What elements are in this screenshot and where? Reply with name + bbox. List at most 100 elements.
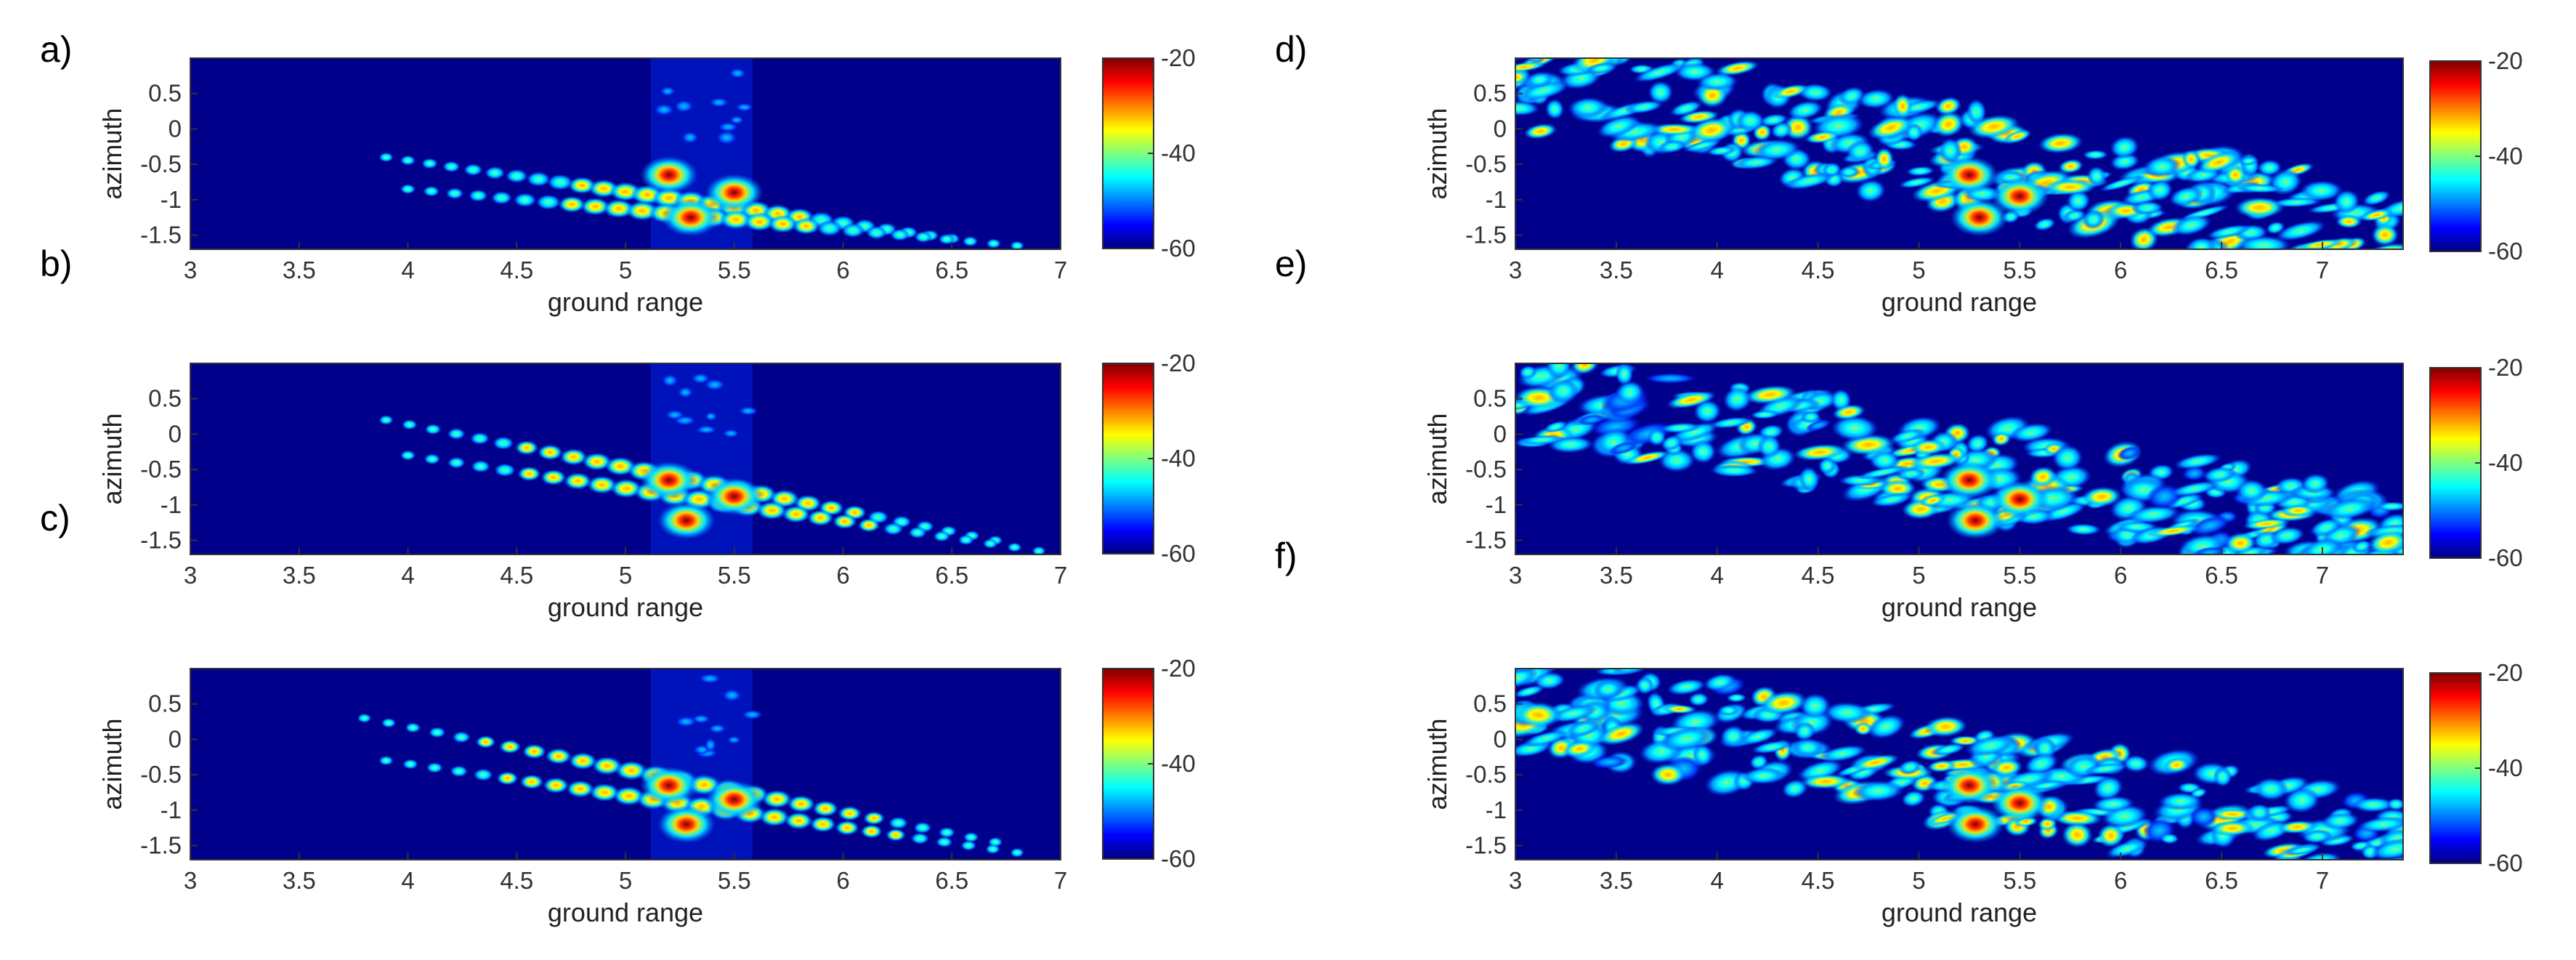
speckle xyxy=(1715,60,1759,76)
speckle xyxy=(1770,121,1793,139)
speckle xyxy=(1659,422,1701,433)
speckle xyxy=(2354,268,2376,281)
speckle xyxy=(1549,704,1598,723)
ripple xyxy=(698,674,721,684)
speckle xyxy=(1726,693,1747,703)
speckle xyxy=(1534,671,1566,690)
panel-label: d) xyxy=(1275,29,1307,70)
speckle xyxy=(1523,123,1558,140)
sidelobe xyxy=(863,811,885,826)
speckle xyxy=(1722,386,1752,412)
speckle xyxy=(1545,98,1565,120)
y-axis-label: azimuth xyxy=(97,108,127,199)
speckle xyxy=(2043,179,2097,195)
speckle xyxy=(2235,479,2268,503)
sidelobe xyxy=(429,727,446,738)
x-tick-label: 6.5 xyxy=(2205,562,2238,589)
y-tick-label: 0.5 xyxy=(1473,385,1507,412)
speckle xyxy=(1749,754,1769,770)
speckle xyxy=(1568,97,1609,118)
speckle xyxy=(2029,466,2057,488)
panel-label: c) xyxy=(40,498,70,539)
sidelobe xyxy=(768,214,798,233)
speckle xyxy=(2062,821,2093,848)
speckle xyxy=(1892,93,1913,119)
speckle xyxy=(2333,189,2360,214)
speckle xyxy=(1927,759,1957,773)
sidelobe xyxy=(865,225,888,240)
speckle xyxy=(1757,435,1781,459)
speckle xyxy=(1517,80,1570,102)
speckle xyxy=(2146,525,2200,538)
sidelobe xyxy=(378,755,394,766)
ripple xyxy=(705,411,718,421)
speckle xyxy=(1759,690,1808,715)
sidelobe xyxy=(933,531,951,542)
speckle xyxy=(1683,139,1722,153)
sidelobe xyxy=(858,518,880,533)
colorbar xyxy=(1102,668,1154,860)
sidelobe xyxy=(426,762,443,773)
sidelobe xyxy=(785,812,813,830)
speckle xyxy=(2247,803,2272,822)
colorbar-tick-label: -60 xyxy=(1161,540,1196,567)
speckle xyxy=(2235,197,2285,219)
speckle xyxy=(2122,754,2150,773)
y-tick-label: -1 xyxy=(1486,491,1507,518)
sidelobe xyxy=(960,840,977,851)
sidelobe xyxy=(424,424,442,435)
sidelobe xyxy=(908,526,927,539)
sidelobe xyxy=(493,436,514,450)
speckle xyxy=(2281,870,2320,898)
speckle xyxy=(1615,380,1645,405)
ripple xyxy=(673,100,694,113)
sidelobe xyxy=(496,771,519,786)
x-tick-label: 4.5 xyxy=(500,257,533,283)
speckle xyxy=(2168,186,2204,207)
speckle xyxy=(2352,539,2372,554)
y-tick-label: 0 xyxy=(1494,420,1507,447)
sidelobe xyxy=(505,169,528,183)
x-tick-label: 4.5 xyxy=(1802,257,1835,283)
sidelobe xyxy=(519,774,544,789)
sidelobe xyxy=(817,220,843,236)
sidelobe xyxy=(914,231,933,243)
speckle xyxy=(2363,243,2403,249)
speckle xyxy=(2269,526,2305,545)
y-tick-label: 0.5 xyxy=(1473,80,1507,107)
y-tick-label: -1.5 xyxy=(1465,222,1507,249)
colorbar-tick-label: -20 xyxy=(2488,354,2523,381)
sidelobe xyxy=(470,432,490,445)
sidelobe xyxy=(582,452,612,471)
y-tick-label: -1 xyxy=(161,491,182,518)
x-tick-label: 4 xyxy=(1711,562,1724,589)
sidelobe xyxy=(522,743,546,759)
speckle xyxy=(1851,754,1900,771)
speckle xyxy=(2110,136,2139,159)
sidelobe xyxy=(587,475,617,494)
speckle xyxy=(1547,379,1580,404)
speckle xyxy=(2281,557,2310,587)
peak xyxy=(668,812,704,837)
sidelobe xyxy=(782,505,811,523)
speckle xyxy=(2266,221,2285,235)
speckle xyxy=(1696,73,1738,91)
y-tick-label: -0.5 xyxy=(1465,150,1507,177)
heatmap-content xyxy=(1515,669,2403,898)
speckle xyxy=(1738,727,1778,746)
sidelobe xyxy=(938,827,955,838)
sidelobe xyxy=(589,783,620,802)
speckle xyxy=(1898,177,1935,188)
speckle xyxy=(1526,72,1554,88)
x-tick-label: 6.5 xyxy=(2205,867,2238,894)
speckle xyxy=(2283,787,2320,813)
plot-frame xyxy=(1515,57,2404,250)
speckle xyxy=(2196,150,2242,174)
sidelobe xyxy=(378,415,394,425)
colorbar-tick-label: -20 xyxy=(1161,655,1196,682)
panel-label: f) xyxy=(1275,536,1297,576)
peak xyxy=(1958,812,1993,837)
sidelobe xyxy=(558,195,586,213)
x-axis-label: ground range xyxy=(548,287,703,317)
panel-c: 3 3.5 4 4.5 5 5.5 6 6.5 7 0.5 0 -0.5 -1 -1.5 ground ra… xyxy=(40,498,1196,927)
